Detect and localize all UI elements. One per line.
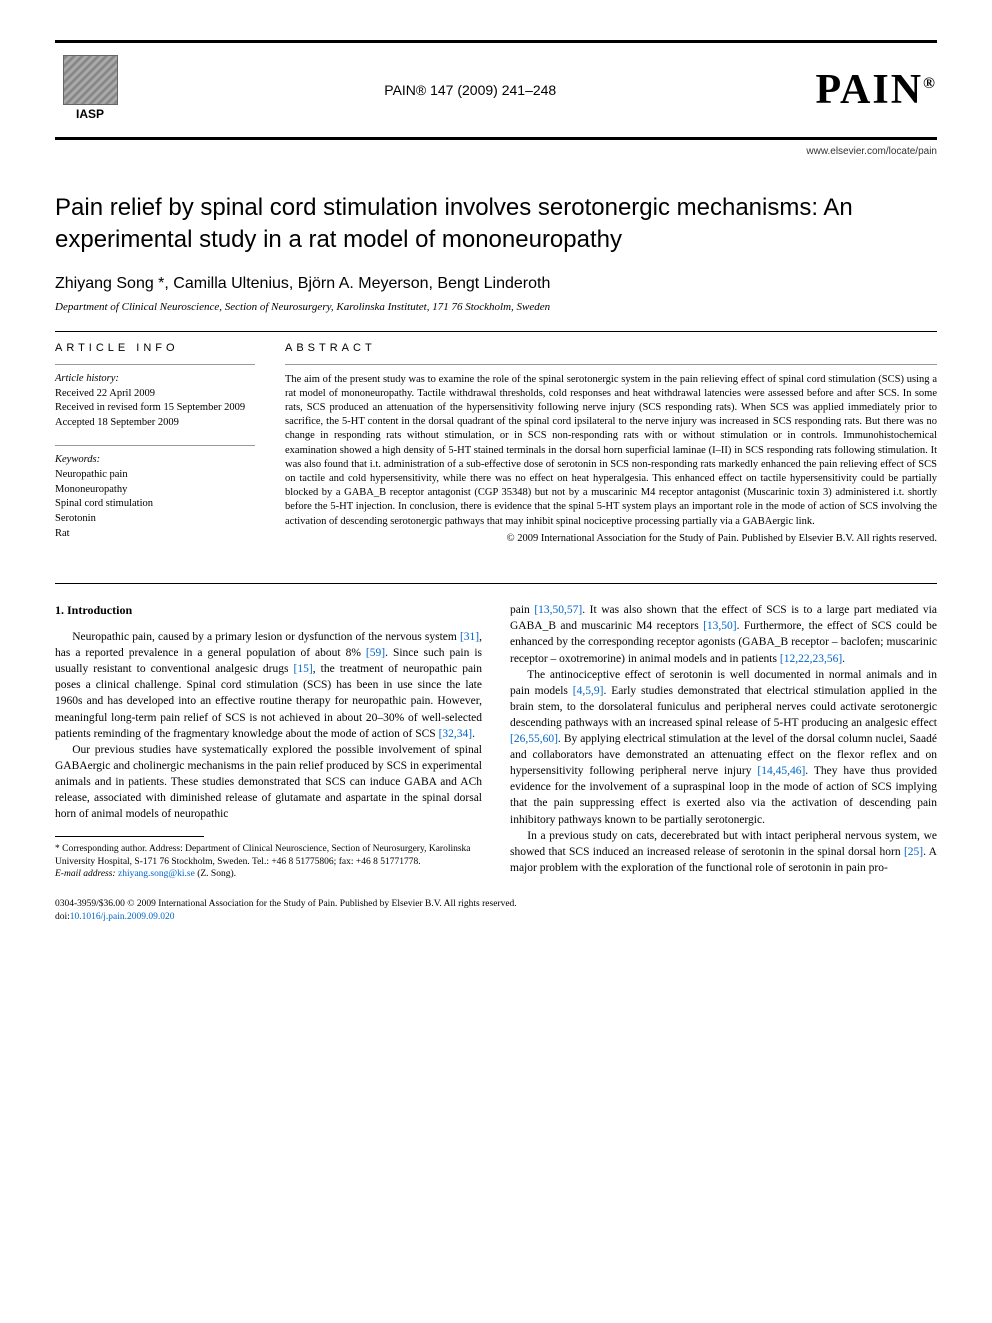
page-footer: 0304-3959/$36.00 © 2009 International As… <box>55 898 937 923</box>
citation-link[interactable]: [31] <box>460 631 479 643</box>
footnote-email-line: E-mail address: zhiyang.song@ki.se (Z. S… <box>55 868 482 880</box>
body-text: . <box>472 728 475 740</box>
keyword-item: Serotonin <box>55 512 255 527</box>
footer-copyright: 0304-3959/$36.00 © 2009 International As… <box>55 898 937 910</box>
article-info-heading: article info <box>55 342 255 354</box>
citation-link[interactable]: [32,34] <box>439 728 473 740</box>
keyword-item: Neuropathic pain <box>55 468 255 483</box>
abstract-column: abstract The aim of the present study wa… <box>285 342 937 556</box>
abstract-heading: abstract <box>285 342 937 354</box>
body-left-column: 1. Introduction Neuropathic pain, caused… <box>55 602 482 880</box>
corresponding-author-footnote: * Corresponding author. Address: Departm… <box>55 843 482 880</box>
body-paragraph: Neuropathic pain, caused by a primary le… <box>55 629 482 742</box>
body-text: In a previous study on cats, decerebrate… <box>510 830 937 858</box>
footer-doi-line: doi:10.1016/j.pain.2009.09.020 <box>55 911 937 923</box>
iasp-logo-icon <box>63 55 118 105</box>
article-history-block: Article history: Received 22 April 2009 … <box>55 364 255 431</box>
body-right-column: pain [13,50,57]. It was also shown that … <box>510 602 937 880</box>
iasp-label: IASP <box>76 107 104 121</box>
email-name: (Z. Song). <box>197 869 236 879</box>
revised-date: Received in revised form 15 September 20… <box>55 401 255 416</box>
info-abstract-row: article info Article history: Received 2… <box>55 342 937 556</box>
abstract-text: The aim of the present study was to exam… <box>285 364 937 529</box>
body-columns: 1. Introduction Neuropathic pain, caused… <box>55 583 937 880</box>
email-label: E-mail address: <box>55 869 116 879</box>
registered-mark: ® <box>923 75 937 92</box>
doi-link[interactable]: 10.1016/j.pain.2009.09.020 <box>70 912 175 922</box>
accepted-date: Accepted 18 September 2009 <box>55 416 255 431</box>
iasp-logo: IASP <box>55 55 125 125</box>
citation-link[interactable]: [26,55,60] <box>510 733 558 745</box>
article-info-column: article info Article history: Received 2… <box>55 342 255 556</box>
body-paragraph: Our previous studies have systematically… <box>55 742 482 822</box>
citation-link[interactable]: [12,22,23,56] <box>780 653 842 665</box>
keywords-label: Keywords: <box>55 454 255 465</box>
body-paragraph: The antinociceptive effect of serotonin … <box>510 667 937 828</box>
citation-link[interactable]: [13,50,57] <box>534 604 582 616</box>
footnote-divider <box>55 836 204 837</box>
pain-logo-text: PAIN <box>815 67 923 113</box>
body-paragraph: pain [13,50,57]. It was also shown that … <box>510 602 937 666</box>
abstract-copyright: © 2009 International Association for the… <box>285 533 937 544</box>
keyword-item: Spinal cord stimulation <box>55 497 255 512</box>
keyword-item: Mononeuropathy <box>55 483 255 498</box>
intro-heading: 1. Introduction <box>55 602 482 619</box>
doi-label: doi: <box>55 912 70 922</box>
body-text: . <box>842 653 845 665</box>
citation-link[interactable]: [13,50] <box>703 620 737 632</box>
citation-link[interactable]: [59] <box>366 647 385 659</box>
elsevier-url[interactable]: www.elsevier.com/locate/pain <box>55 146 937 157</box>
journal-header: IASP PAIN® 147 (2009) 241–248 PAIN® <box>55 40 937 140</box>
received-date: Received 22 April 2009 <box>55 387 255 402</box>
citation-link[interactable]: [15] <box>294 663 313 675</box>
affiliation: Department of Clinical Neuroscience, Sec… <box>55 301 937 313</box>
journal-reference: PAIN® 147 (2009) 241–248 <box>384 82 556 98</box>
body-text: pain <box>510 604 534 616</box>
article-title: Pain relief by spinal cord stimulation i… <box>55 192 937 257</box>
body-paragraph: In a previous study on cats, decerebrate… <box>510 828 937 876</box>
keywords-block: Keywords: Neuropathic pain Mononeuropath… <box>55 445 255 541</box>
pain-journal-logo: PAIN® <box>815 66 937 114</box>
footnote-text: * Corresponding author. Address: Departm… <box>55 843 482 868</box>
citation-link[interactable]: [4,5,9] <box>573 685 604 697</box>
keyword-item: Rat <box>55 527 255 542</box>
page-container: IASP PAIN® 147 (2009) 241–248 PAIN® www.… <box>0 0 992 953</box>
authors-list: Zhiyang Song *, Camilla Ultenius, Björn … <box>55 275 937 293</box>
citation-link[interactable]: [14,45,46] <box>757 765 805 777</box>
divider-top <box>55 331 937 332</box>
citation-link[interactable]: [25] <box>904 846 923 858</box>
body-text: Neuropathic pain, caused by a primary le… <box>72 631 460 643</box>
email-link[interactable]: zhiyang.song@ki.se <box>118 869 195 879</box>
history-label: Article history: <box>55 373 255 384</box>
